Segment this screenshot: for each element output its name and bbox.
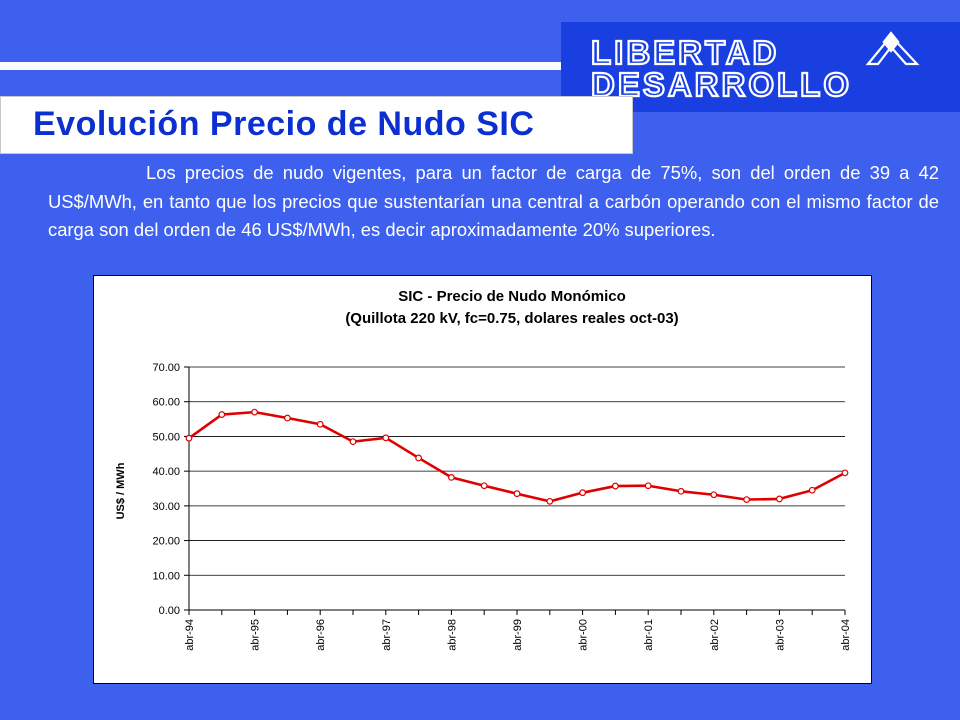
x-tick-label: abr-00 <box>578 619 590 651</box>
data-point <box>382 434 390 442</box>
data-point <box>743 496 750 504</box>
data-point <box>776 495 783 503</box>
x-tick-label: abr-99 <box>512 619 524 651</box>
data-point <box>480 482 488 490</box>
y-tick-label: 60.00 <box>152 397 180 409</box>
data-point <box>546 497 554 505</box>
gridlines <box>189 366 845 576</box>
data-point <box>710 491 718 499</box>
x-tick-label: abr-96 <box>315 619 327 651</box>
y-tick-label: 30.00 <box>152 501 180 513</box>
data-point <box>448 473 455 481</box>
y-axis-ticks: 0.00 10.00 20.00 30.00 40.00 50.00 60.00 70.00 <box>152 362 189 617</box>
y-tick-label: 70.00 <box>152 362 180 374</box>
data-point <box>316 420 324 428</box>
y-axis-label: US$ / MWh <box>115 462 127 519</box>
logo-line1: LIBERTAD <box>591 34 779 71</box>
x-tick-label: abr-01 <box>643 619 655 651</box>
logo-emblem-icon <box>865 31 920 66</box>
x-tick-label: abr-98 <box>446 619 458 651</box>
data-point <box>349 438 357 446</box>
data-point <box>841 469 849 477</box>
data-point <box>218 411 226 418</box>
chart-title: SIC - Precio de Nudo Monómico <box>398 288 626 305</box>
x-tick-label: abr-97 <box>381 619 393 651</box>
y-tick-label: 50.00 <box>152 431 180 443</box>
top-rule <box>0 62 562 70</box>
x-tick-label: abr-95 <box>250 619 262 651</box>
slide-title-box: Evolución Precio de Nudo SIC <box>0 96 633 154</box>
y-tick-label: 10.00 <box>152 570 180 582</box>
data-point <box>612 482 619 490</box>
y-tick-label: 20.00 <box>152 536 180 548</box>
chart-subtitle: (Quillota 220 kV, fc=0.75, dolares reale… <box>345 310 678 327</box>
price-line-chart: SIC - Precio de Nudo Monómico (Quillota … <box>115 288 852 651</box>
x-tick-label: abr-03 <box>774 619 786 651</box>
x-tick-label: abr-94 <box>184 619 196 651</box>
data-point <box>415 454 423 462</box>
x-tick-label: abr-02 <box>709 619 721 651</box>
data-point <box>185 434 193 442</box>
data-point <box>283 414 291 422</box>
data-point <box>251 408 259 416</box>
slide-body-text: Los precios de nudo vigentes, para un fa… <box>48 162 939 240</box>
logo-line2: DESARROLLO <box>591 66 852 103</box>
data-point <box>644 482 652 490</box>
series-line <box>188 410 846 503</box>
data-point <box>513 490 521 498</box>
data-point <box>579 489 587 497</box>
chart-frame: SIC - Precio de Nudo Monómico (Quillota … <box>93 275 872 684</box>
axes <box>188 367 845 611</box>
slide-title: Evolución Precio de Nudo SIC <box>33 105 535 143</box>
x-tick-label: abr-04 <box>840 619 852 651</box>
data-point <box>677 487 685 495</box>
series-group <box>185 408 849 505</box>
x-axis-ticks: abr-94 abr-95 abr-96 abr-97 abr-98 abr-99 abr-… <box>184 610 852 651</box>
y-tick-label: 0.00 <box>159 605 180 617</box>
y-tick-label: 40.00 <box>152 466 180 478</box>
data-point <box>808 486 816 494</box>
